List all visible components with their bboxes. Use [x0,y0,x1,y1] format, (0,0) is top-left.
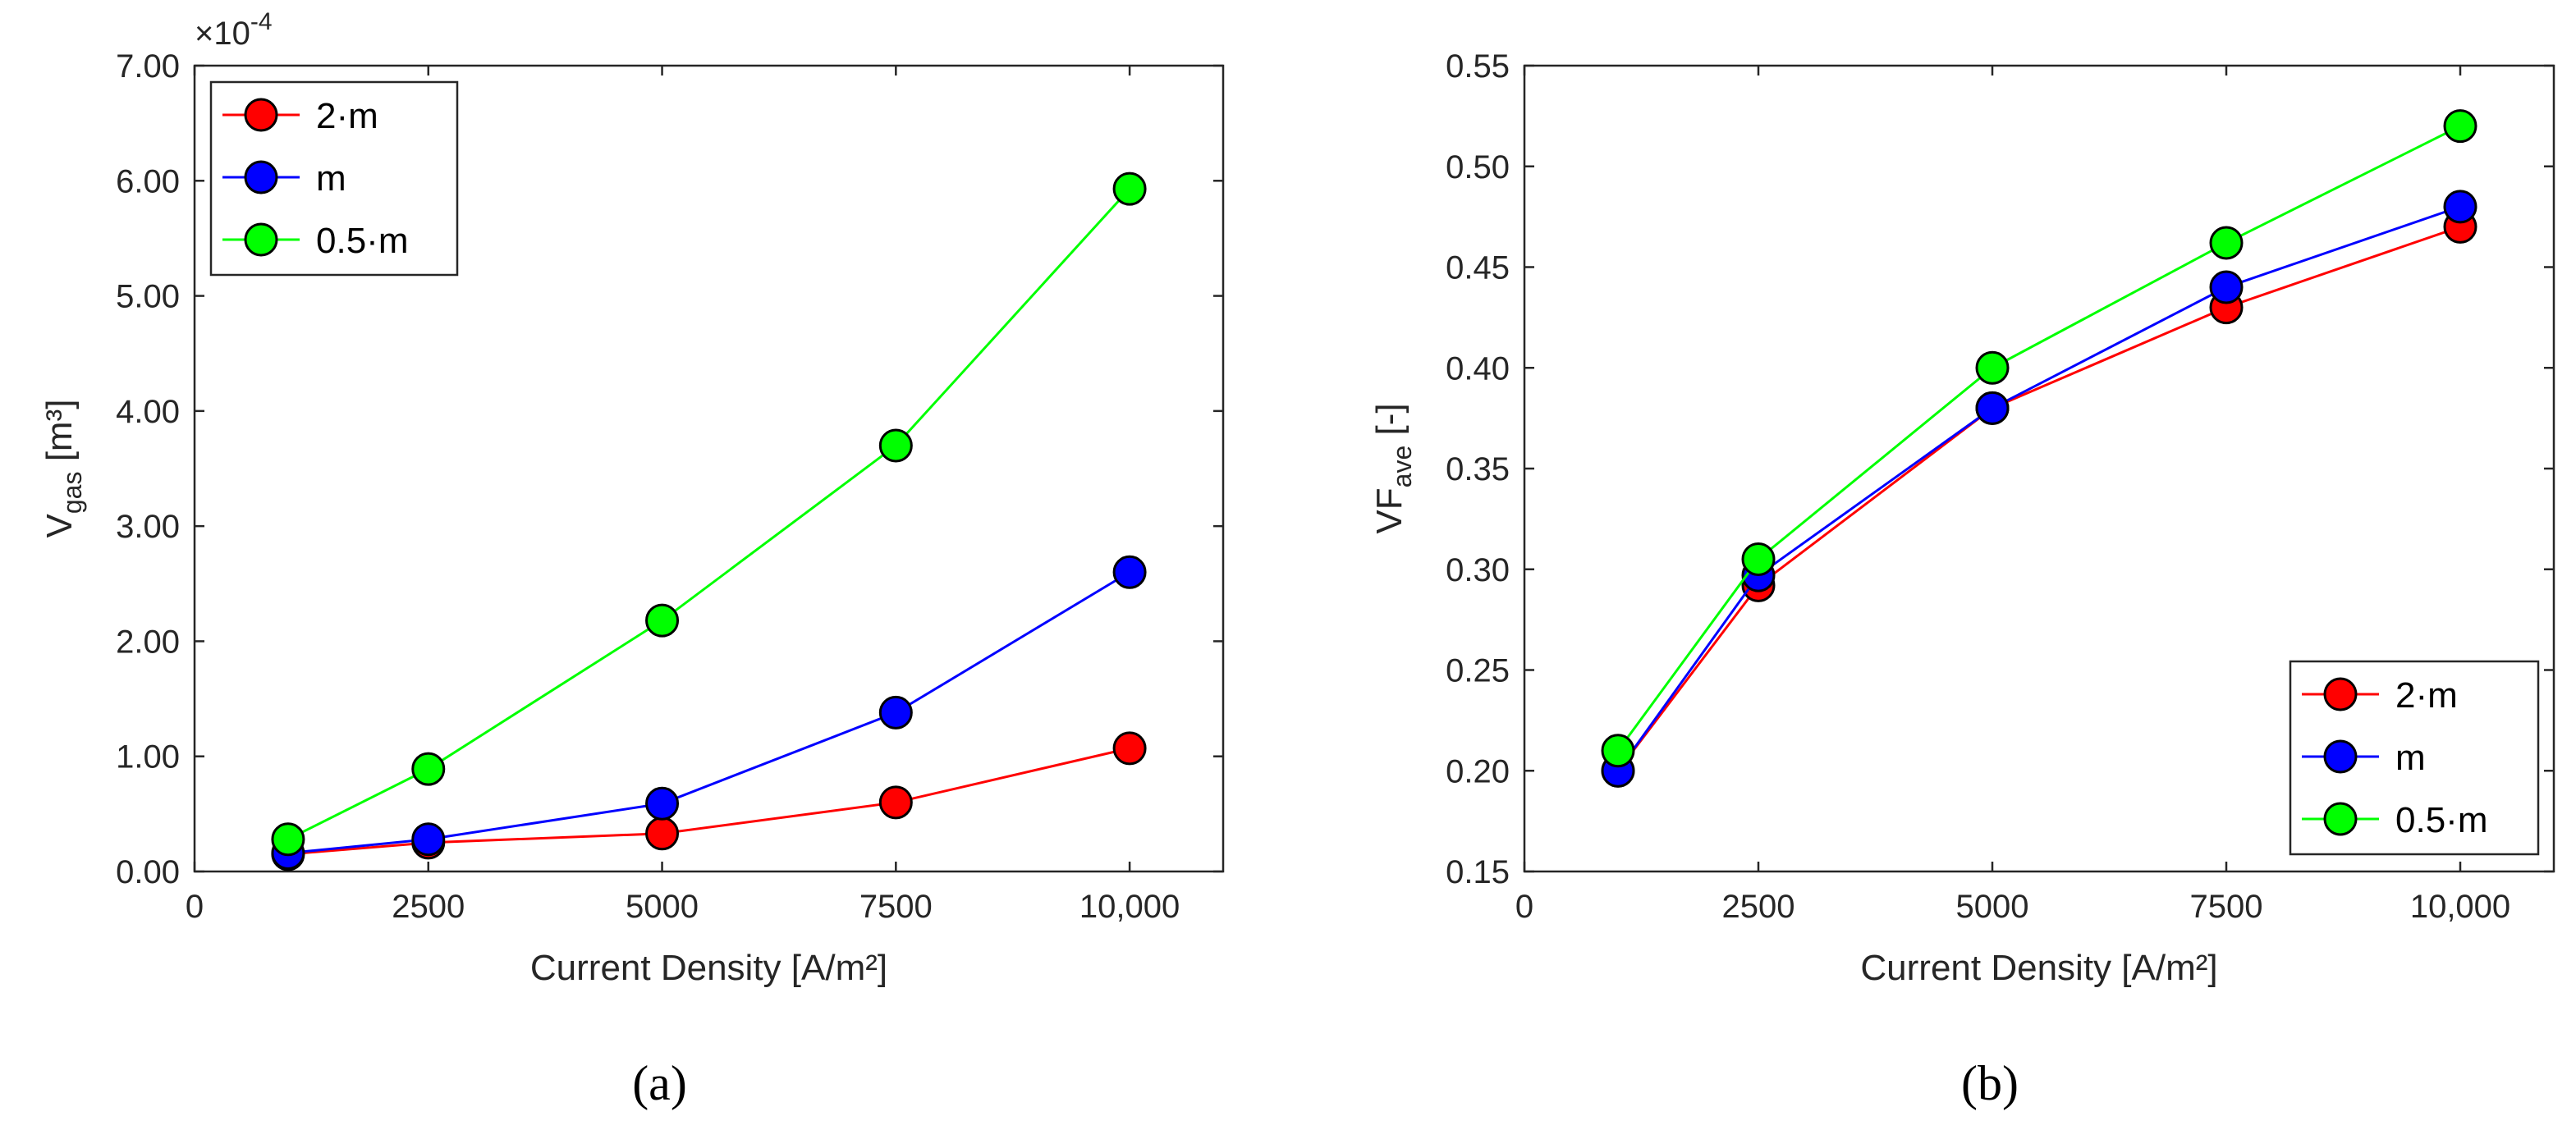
y-axis-label-subscript: ave [1387,446,1417,488]
y-tick-label: 0.35 [1446,451,1510,487]
y-tick-label: 0.15 [1446,854,1510,890]
chart-0: 0 2500 5000 7500 10,000 0.00 1.00 2.00 3.00 4.00 5… [39,8,1225,1110]
data-point-2-0 [271,822,305,857]
legend-marker-2 [2323,802,2358,836]
legend-marker-0 [2323,677,2358,711]
y-tick-label: 0.40 [1446,350,1510,387]
data-point-2-4 [2443,109,2477,144]
data-point-0-4 [1112,731,1147,766]
x-tick-label: 10,000 [2410,889,2510,925]
figure-caption: (a) [632,1056,687,1110]
data-point-1-3 [878,695,913,730]
y-axis-label-unit: [m³] [39,400,80,472]
legend-label-0: 2·m [316,96,378,136]
x-tick-label: 7500 [2190,889,2263,925]
y-tick-label: 0.50 [1446,149,1510,185]
x-tick-label: 2500 [1722,889,1795,925]
chart-1: 0 2500 5000 7500 10,000 0.15 0.20 0.25 0.30 0.35 0… [1369,48,2555,1110]
data-point-2-3 [878,428,913,463]
data-point-1-2 [645,786,680,821]
y-tick-label: 0.20 [1446,753,1510,789]
y-tick-label: 0.30 [1446,552,1510,588]
x-tick-label: 2500 [392,889,465,925]
y-tick-label: 0.25 [1446,653,1510,689]
data-point-2-0 [1601,734,1635,768]
x-axis-label: Current Density [A/m²] [1860,948,2217,988]
y-axis-label-main: VF [1369,487,1409,533]
x-tick-label: 7500 [859,889,933,925]
y-axis-label-main: V [39,513,80,537]
y-axis-label: VFave [-] [1369,403,1417,533]
y-tick-label: 0.00 [116,854,180,890]
y-exponent-multiplier: ×10 [195,16,250,52]
legend-marker-2 [244,222,278,257]
data-point-2-2 [1975,350,2010,385]
data-point-1-4 [1112,555,1147,589]
y-tick-label: 0.45 [1446,250,1510,286]
data-point-2-3 [2209,226,2244,260]
legend-label-2: 0.5·m [316,221,408,261]
x-tick-label: 0 [1515,889,1533,925]
data-point-0-2 [645,817,680,851]
x-tick-label: 10,000 [1079,889,1180,925]
data-point-2-4 [1112,172,1147,206]
y-axis-label: Vgas [m³] [39,400,87,538]
y-tick-label: 0.55 [1446,48,1510,85]
legend-marker-1 [244,160,278,194]
y-exponent-power: -4 [250,8,273,35]
legend-label-2: 0.5·m [2395,800,2487,840]
y-axis-label-unit: [-] [1369,403,1409,445]
data-point-2-2 [645,603,680,638]
y-exponent-label: ×10-4 [195,8,273,52]
y-tick-label: 5.00 [116,279,180,315]
figure-caption: (b) [1961,1056,2019,1110]
data-point-2-1 [411,752,446,786]
y-tick-label: 1.00 [116,739,180,775]
x-tick-label: 0 [186,889,204,925]
y-tick-label: 2.00 [116,624,180,660]
x-tick-label: 5000 [1956,889,2029,925]
legend-label-1: m [316,158,346,199]
data-point-0-3 [878,785,913,820]
x-axis-label: Current Density [A/m²] [530,948,887,988]
legend-marker-1 [2323,739,2358,774]
y-tick-label: 6.00 [116,163,180,199]
y-tick-label: 4.00 [116,394,180,430]
y-axis-label-subscript: gas [57,472,87,515]
legend-label-1: m [2395,738,2426,778]
y-tick-label: 7.00 [116,48,180,85]
y-tick-label: 3.00 [116,509,180,545]
data-point-1-4 [2443,190,2477,224]
legend-label-0: 2·m [2395,675,2458,716]
data-point-1-3 [2209,270,2244,304]
x-tick-label: 5000 [626,889,699,925]
legend-marker-0 [244,98,278,132]
data-point-1-1 [411,822,446,857]
data-point-2-1 [1741,542,1776,576]
data-point-1-2 [1975,391,2010,425]
